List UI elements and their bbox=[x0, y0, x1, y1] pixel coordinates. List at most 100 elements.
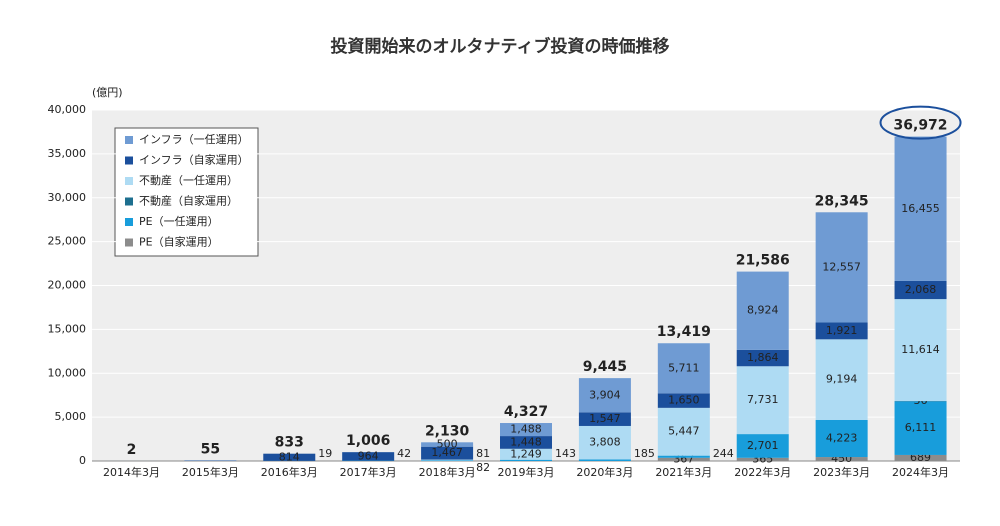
bar-segment bbox=[421, 459, 474, 461]
y-unit: (億円) bbox=[92, 86, 123, 99]
value-label: 3,808 bbox=[589, 436, 621, 449]
value-label: 16,455 bbox=[901, 202, 940, 215]
value-label: 2,068 bbox=[905, 283, 937, 296]
bar-segment bbox=[500, 423, 552, 437]
bar-segment bbox=[894, 299, 947, 402]
legend-swatch bbox=[125, 197, 133, 206]
x-tick-label: 2023年3月 bbox=[813, 465, 870, 479]
value-label: 185 bbox=[634, 447, 655, 460]
total-label: 4,327 bbox=[504, 404, 548, 420]
chart-title: 投資開始来のオルタナティブ投資の時価推移 bbox=[331, 36, 670, 57]
bar-segment bbox=[421, 446, 474, 460]
value-label: 1,249 bbox=[510, 447, 542, 460]
bar-segment bbox=[894, 136, 947, 281]
value-label: 7,731 bbox=[747, 393, 779, 406]
bar-segment bbox=[657, 457, 710, 461]
bar-segment bbox=[421, 442, 474, 447]
bar-segment bbox=[815, 457, 868, 461]
y-tick-label: 40,000 bbox=[48, 103, 87, 116]
bar-segment bbox=[578, 378, 631, 413]
x-tick-label: 2021年3月 bbox=[655, 465, 712, 479]
x-tick-label: 2020年3月 bbox=[576, 465, 633, 479]
value-label: 6,111 bbox=[905, 421, 937, 434]
bar-segment bbox=[736, 271, 789, 350]
legend-label: インフラ（自家運用） bbox=[139, 153, 249, 167]
legend-label: 不動産（一任運用） bbox=[139, 173, 238, 187]
value-label: 1,650 bbox=[668, 394, 700, 407]
value-label: 8,924 bbox=[747, 304, 779, 317]
value-label: 1,488 bbox=[510, 423, 542, 436]
bar-segment bbox=[736, 366, 789, 435]
y-tick-label: 30,000 bbox=[48, 191, 87, 204]
value-label: 5,447 bbox=[668, 425, 700, 438]
x-tick-label: 2022年3月 bbox=[734, 465, 791, 479]
total-label: 36,972 bbox=[894, 118, 948, 134]
legend-swatch bbox=[125, 136, 133, 144]
total-label: 2,130 bbox=[425, 423, 470, 439]
bar-segment bbox=[736, 457, 789, 461]
value-label: 2,701 bbox=[747, 439, 779, 452]
x-tick-label: 2015年3月 bbox=[182, 465, 239, 479]
value-label: 12,557 bbox=[822, 260, 861, 273]
x-tick-label: 2024年3月 bbox=[892, 465, 949, 479]
value-label: 964 bbox=[358, 449, 379, 462]
value-label: 81 bbox=[476, 447, 490, 460]
value-label: 1,467 bbox=[431, 446, 463, 459]
bar-segment bbox=[578, 425, 631, 460]
bar-segment bbox=[894, 454, 947, 461]
value-label: 11,614 bbox=[901, 343, 940, 356]
value-label: 500 bbox=[437, 438, 458, 451]
bar-segment bbox=[500, 436, 552, 449]
bar-segment bbox=[736, 434, 789, 458]
total-label: 21,586 bbox=[736, 253, 790, 269]
legend-swatch bbox=[125, 177, 133, 185]
bar-segment bbox=[657, 455, 710, 458]
total-label: 9,445 bbox=[583, 359, 627, 375]
legend-swatch bbox=[125, 156, 133, 165]
x-tick-label: 2018年3月 bbox=[419, 465, 476, 479]
highlight-oval bbox=[879, 105, 962, 140]
value-label: 1,864 bbox=[747, 351, 779, 364]
x-tick-label: 2017年3月 bbox=[340, 465, 397, 479]
y-tick-label: 15,000 bbox=[48, 322, 87, 335]
legend-label: PE（一任運用） bbox=[139, 215, 219, 228]
value-label: 5,711 bbox=[668, 361, 700, 374]
y-tick-label: 10,000 bbox=[48, 366, 87, 379]
bar-segment bbox=[815, 212, 868, 323]
y-tick-label: 0 bbox=[79, 454, 86, 467]
value-label: 244 bbox=[713, 447, 734, 460]
value-label: 1,547 bbox=[589, 412, 621, 425]
bar-segment bbox=[657, 393, 710, 408]
y-tick-label: 20,000 bbox=[48, 279, 87, 292]
legend-swatch bbox=[125, 238, 133, 247]
bar-segment bbox=[815, 322, 868, 340]
bar-segment bbox=[657, 407, 710, 456]
value-label: 4,223 bbox=[826, 432, 858, 445]
bar-segment bbox=[736, 349, 789, 367]
value-label: 1,448 bbox=[510, 435, 542, 448]
value-label: 814 bbox=[279, 450, 300, 463]
total-label: 1,006 bbox=[346, 433, 390, 449]
y-tick-label: 25,000 bbox=[48, 235, 87, 248]
legend-label: 不動産（自家運用） bbox=[139, 194, 238, 208]
value-label: 9,194 bbox=[826, 373, 858, 386]
value-label: 143 bbox=[555, 447, 576, 460]
total-label: 28,345 bbox=[815, 193, 869, 209]
total-label: 2 bbox=[127, 442, 137, 458]
value-label: 3,904 bbox=[589, 388, 621, 401]
bar-segment bbox=[421, 460, 474, 461]
value-label: 82 bbox=[476, 461, 490, 474]
bar-segment bbox=[894, 280, 947, 300]
bar-segment bbox=[894, 401, 947, 455]
value-label: 42 bbox=[397, 447, 411, 460]
legend-box bbox=[114, 127, 259, 257]
x-tick-label: 2014年3月 bbox=[103, 465, 160, 479]
legend-label: PE（自家運用） bbox=[139, 235, 219, 249]
total-label: 55 bbox=[201, 442, 220, 458]
legend-swatch bbox=[125, 218, 133, 226]
bar-segment bbox=[815, 339, 868, 420]
legend-label: インフラ（一任運用） bbox=[139, 133, 249, 146]
bar-segment bbox=[657, 343, 710, 394]
value-label: 19 bbox=[318, 447, 332, 460]
